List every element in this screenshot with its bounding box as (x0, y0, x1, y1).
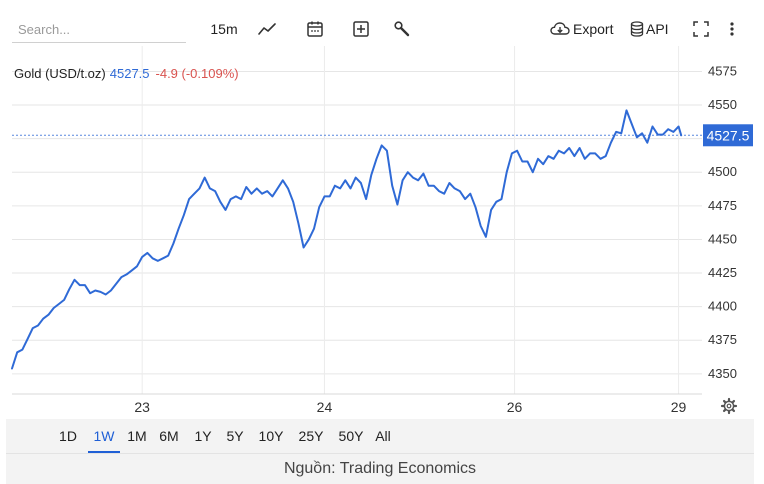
y-tick-label: 4550 (708, 97, 737, 112)
more-options-button[interactable] (722, 16, 742, 42)
interval-label: 15m (210, 21, 238, 37)
chart-type-button[interactable] (254, 16, 280, 42)
plus-box-icon (352, 20, 370, 38)
range-10y[interactable]: 10Y (258, 428, 284, 444)
y-tick-label: 4450 (708, 231, 737, 246)
x-tick-label: 23 (134, 399, 150, 415)
range-50y[interactable]: 50Y (338, 428, 364, 444)
y-tick-label: 4500 (708, 164, 737, 179)
fullscreen-icon (692, 20, 710, 38)
wrench-icon (393, 20, 411, 38)
y-tick-label: 4350 (708, 366, 737, 381)
current-price-tag (703, 124, 753, 147)
y-tick-label: 4375 (708, 332, 737, 347)
x-tick-label: 29 (671, 399, 687, 415)
gold-price-line (11, 109, 683, 370)
export-button[interactable]: Export (550, 16, 616, 42)
price-chart[interactable]: 4350437544004425445044754500452545504575… (0, 0, 764, 420)
y-tick-label: 4425 (708, 265, 737, 280)
range-25y[interactable]: 25Y (298, 428, 324, 444)
y-tick-label: 4575 (708, 63, 737, 78)
legend-change: -4.9 (-0.109%) (155, 66, 239, 81)
legend-price: 4527.5 (109, 66, 150, 81)
range-1d[interactable]: 1D (59, 428, 77, 444)
x-tick-label: 24 (317, 399, 333, 415)
api-label: API (646, 21, 669, 37)
compare-button[interactable] (348, 16, 374, 42)
interval-button[interactable]: 15m (206, 16, 242, 42)
settings-gear-icon[interactable] (720, 397, 738, 415)
calendar-icon (306, 20, 324, 38)
x-tick-label: 26 (507, 399, 523, 415)
y-tick-label: 4475 (708, 198, 737, 213)
y-tick-label: 4400 (708, 299, 737, 314)
range-selector: 1D 1W 1M 6M 1Y 5Y 10Y 25Y 50Y All (6, 419, 754, 453)
legend-series-name: Gold (USD/t.oz) (14, 66, 106, 81)
range-1m[interactable]: 1M (127, 428, 147, 444)
source-text: Nguồn: Trading Economics (283, 460, 477, 477)
search-input[interactable] (12, 18, 194, 41)
range-5y[interactable]: 5Y (226, 428, 244, 444)
chart-legend: Gold (USD/t.oz) 4527.5 -4.9 (-0.109%) (14, 66, 239, 81)
more-vertical-icon (729, 21, 735, 37)
fullscreen-button[interactable] (689, 16, 713, 42)
settings-tools-button[interactable] (389, 16, 415, 42)
api-button[interactable]: API (630, 16, 674, 42)
range-6m[interactable]: 6M (159, 428, 179, 444)
line-chart-icon (258, 22, 276, 36)
range-1y[interactable]: 1Y (194, 428, 212, 444)
source-footer: Nguồn: Trading Economics (6, 453, 754, 484)
range-1w[interactable]: 1W (88, 419, 120, 453)
current-price-tag-label: 4527.5 (707, 127, 750, 143)
toolbar: 15m Export API (0, 0, 764, 58)
cloud-download-icon (550, 21, 570, 37)
database-icon (630, 21, 644, 37)
range-all[interactable]: All (375, 428, 391, 444)
date-range-button[interactable] (302, 16, 328, 42)
search-box[interactable] (12, 18, 194, 43)
export-label: Export (573, 21, 614, 37)
